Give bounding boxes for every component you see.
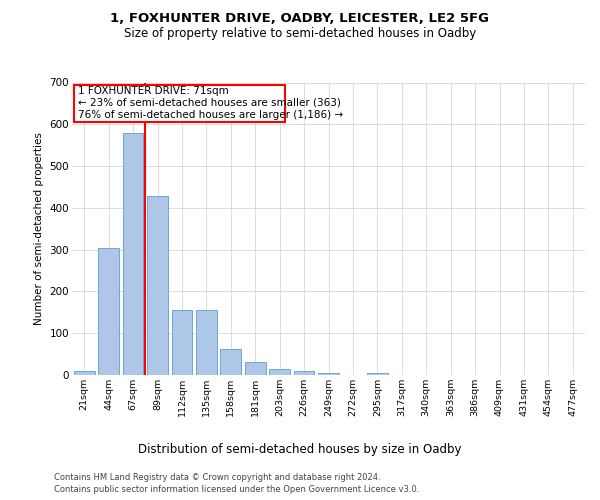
Bar (74, 84, 284, 122)
Bar (269, 369, 290, 375)
Text: Contains HM Land Registry data © Crown copyright and database right 2024.: Contains HM Land Registry data © Crown c… (54, 472, 380, 482)
Bar (196, 310, 217, 375)
Text: 1 FOXHUNTER DRIVE: 71sqm: 1 FOXHUNTER DRIVE: 71sqm (78, 86, 229, 97)
Bar (98, 248, 119, 375)
Bar (147, 196, 168, 375)
Bar (220, 348, 241, 375)
Bar (293, 371, 314, 375)
Text: ← 23% of semi-detached houses are smaller (363): ← 23% of semi-detached houses are smalle… (78, 98, 341, 108)
Bar (318, 373, 339, 375)
Text: Contains public sector information licensed under the Open Government Licence v3: Contains public sector information licen… (54, 485, 419, 494)
Bar (367, 373, 388, 375)
Bar (122, 132, 143, 375)
Bar (74, 371, 95, 375)
Y-axis label: Number of semi-detached properties: Number of semi-detached properties (34, 132, 44, 325)
Text: 76% of semi-detached houses are larger (1,186) →: 76% of semi-detached houses are larger (… (78, 110, 343, 120)
Text: Distribution of semi-detached houses by size in Oadby: Distribution of semi-detached houses by … (138, 442, 462, 456)
Bar (245, 362, 266, 375)
Text: 1, FOXHUNTER DRIVE, OADBY, LEICESTER, LE2 5FG: 1, FOXHUNTER DRIVE, OADBY, LEICESTER, LE… (110, 12, 490, 26)
Bar (172, 310, 193, 375)
Text: Size of property relative to semi-detached houses in Oadby: Size of property relative to semi-detach… (124, 28, 476, 40)
